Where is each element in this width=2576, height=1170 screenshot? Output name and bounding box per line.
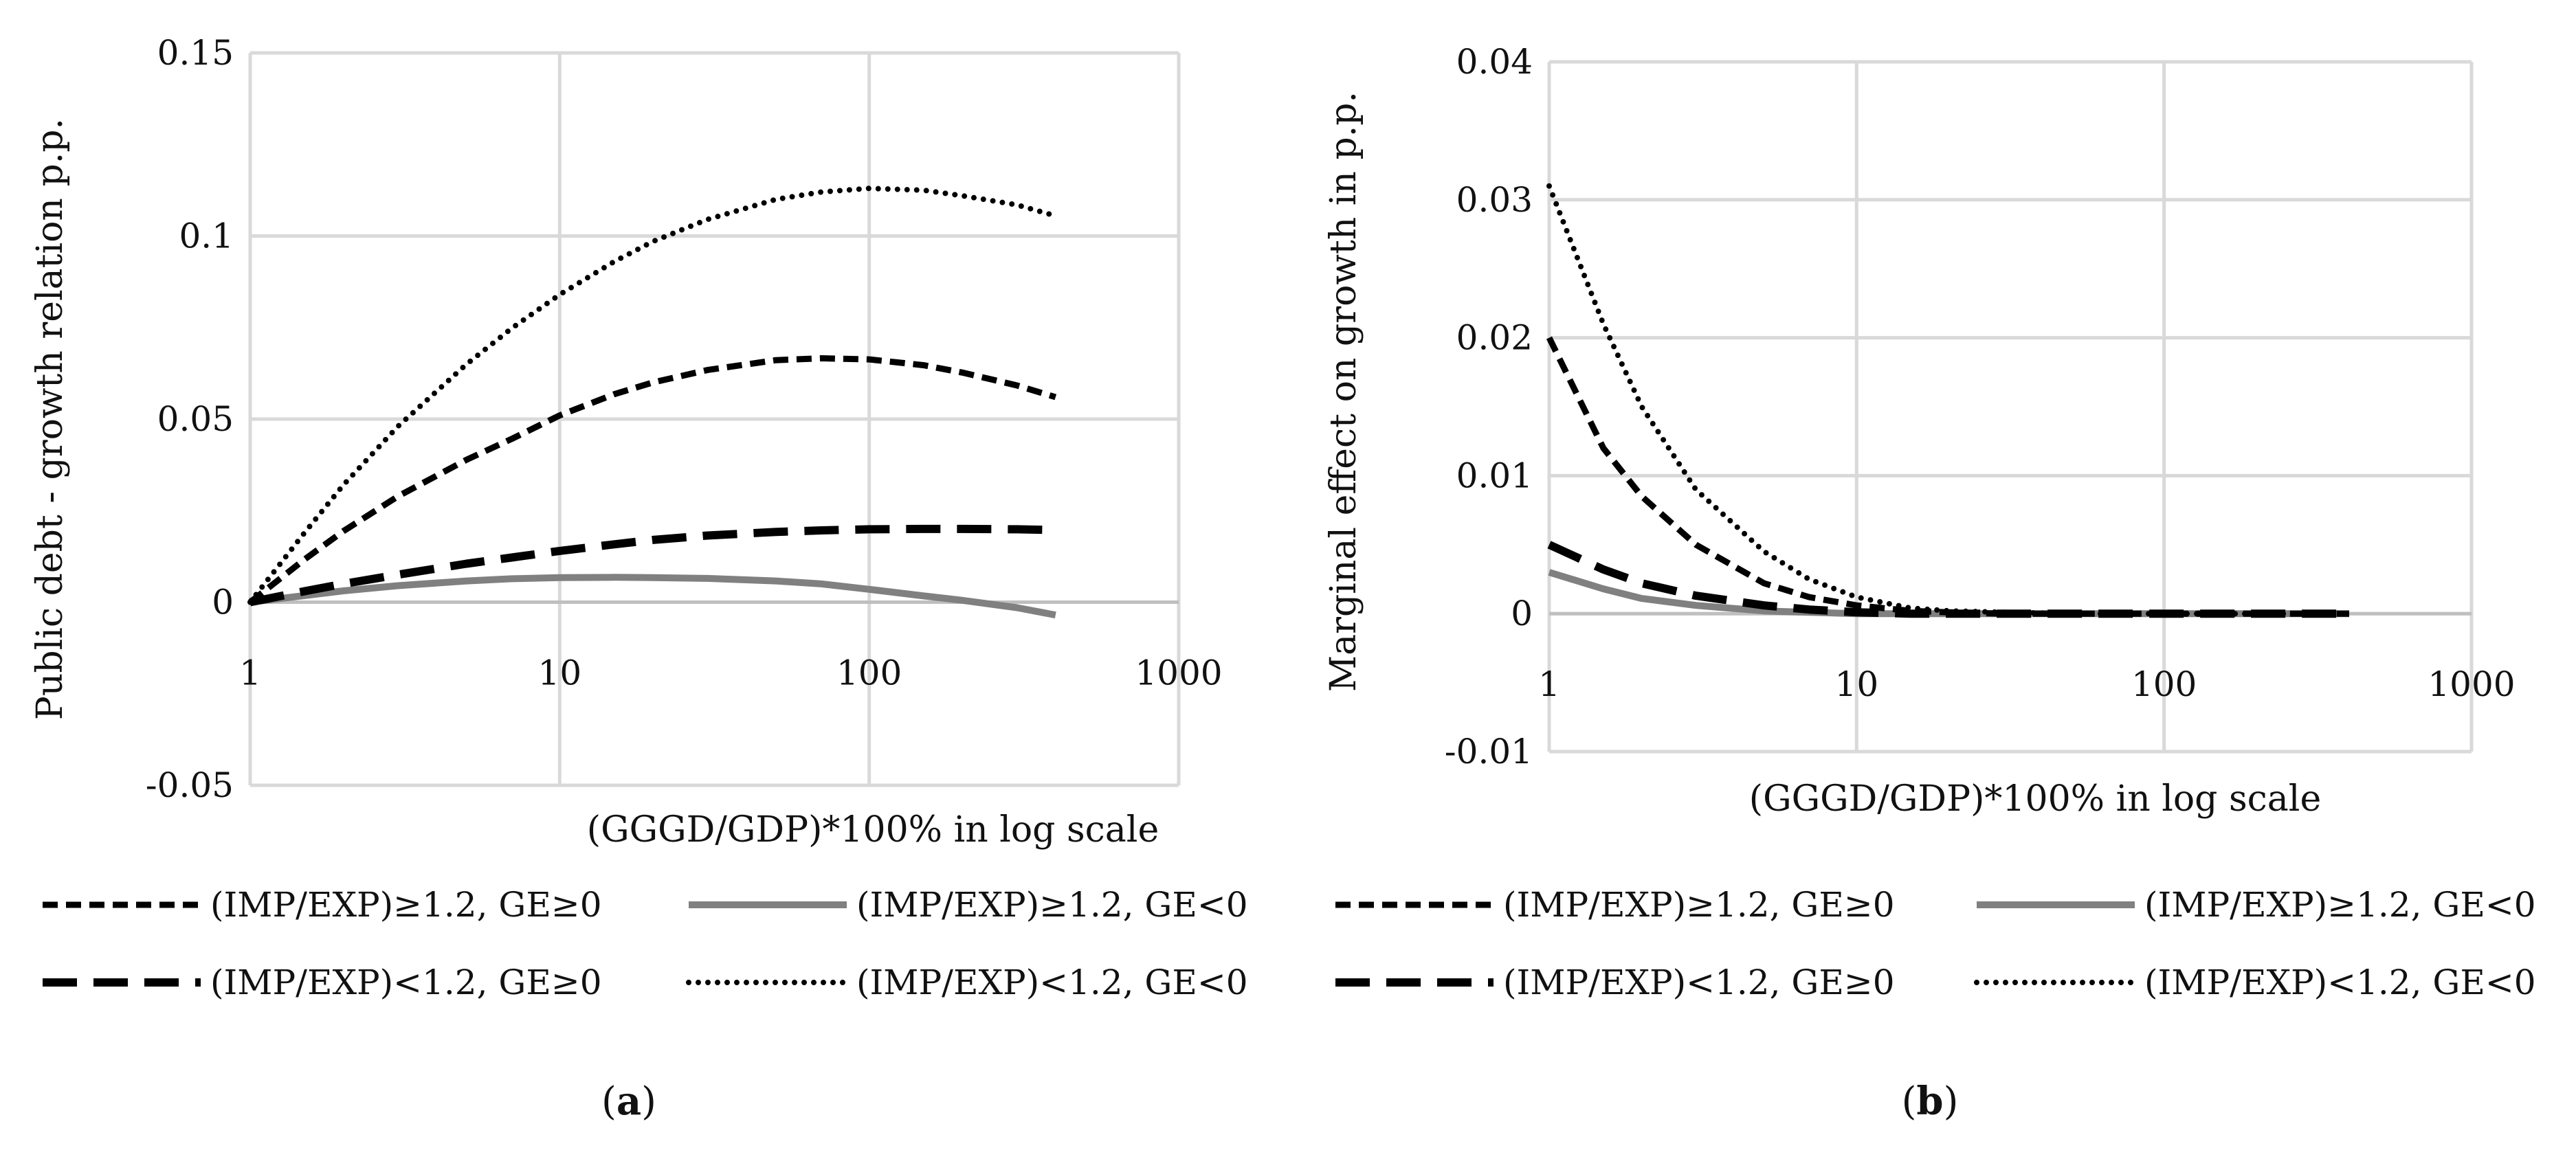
panel-caption-letter: a (617, 1079, 641, 1124)
chart-panel-b: -0.01 0 0.01 0.02 0.03 0.04 1 10 100 1000 Marginal… (1323, 42, 2536, 1124)
y-tick-label: 0.01 (1456, 455, 1533, 495)
grid (248, 51, 1181, 787)
x-tick-label: 1000 (1135, 653, 1222, 693)
panel-caption-letter: b (1916, 1079, 1943, 1124)
legend-label: (IMP/EXP)≥1.2, GE<0 (856, 885, 1248, 925)
y-tick-label: 0.04 (1456, 42, 1533, 82)
series-line-dotted (1546, 183, 2352, 617)
y-tick-label: -0.01 (1445, 732, 1533, 772)
x-tick-label: 10 (1835, 664, 1879, 704)
legend-label: (IMP/EXP)<1.2, GE<0 (856, 963, 1248, 1002)
x-tick-label: 100 (836, 653, 902, 693)
y-axis-title: Public debt - growth relation p.p. (30, 118, 71, 720)
series-line-solid (249, 574, 1056, 619)
legend-label: (IMP/EXP)<1.2, GE≥0 (210, 963, 602, 1002)
panel-caption: (b) (1902, 1079, 1959, 1124)
y-tick-label: 0.1 (179, 216, 234, 256)
series-line-short-dash (248, 355, 1057, 605)
legend-label: (IMP/EXP)≥1.2, GE<0 (2144, 885, 2536, 925)
x-tick-label: 1 (1538, 664, 1560, 704)
x-tick-label: 100 (2131, 664, 2197, 704)
series-line-long-dash (249, 524, 1056, 607)
y-tick-label: -0.05 (146, 765, 234, 805)
y-tick-label: 0 (1511, 594, 1533, 633)
legend-label: (IMP/EXP)≥1.2, GE≥0 (210, 885, 602, 925)
x-axis-title: (GGGD/GDP)*100% in log scale (587, 809, 1159, 851)
y-tick-label: 0 (212, 583, 234, 622)
legend: (IMP/EXP)≥1.2, GE≥0 (IMP/EXP)≥1.2, GE<0 (I… (1335, 885, 2536, 1002)
chart-panel-a: -0.05 0 0.05 0.1 0.15 1 10 100 1000 Public debt -… (30, 33, 1248, 1124)
x-tick-label: 10 (538, 653, 582, 693)
grid (1547, 60, 2474, 754)
series-line-short-dash (1546, 336, 2349, 617)
x-axis-title: (GGGD/GDP)*100% in log scale (1749, 778, 2321, 820)
y-tick-label: 0.03 (1456, 180, 1533, 220)
legend-label: (IMP/EXP)<1.2, GE<0 (2144, 963, 2536, 1002)
legend: (IMP/EXP)≥1.2, GE≥0 (IMP/EXP)≥1.2, GE<0 (I… (43, 885, 1248, 1002)
legend-label: (IMP/EXP)≥1.2, GE≥0 (1503, 885, 1895, 925)
y-axis-title: Marginal effect on growth in p.p. (1323, 91, 1364, 692)
legend-label: (IMP/EXP)<1.2, GE≥0 (1503, 963, 1895, 1002)
y-tick-label: 0.05 (157, 399, 234, 439)
x-tick-label: 1000 (2428, 664, 2515, 704)
series-line-dotted (247, 185, 1058, 605)
y-tick-label: 0.02 (1456, 318, 1533, 358)
x-tick-label: 1 (239, 653, 261, 693)
panel-caption: (a) (601, 1079, 656, 1124)
y-tick-label: 0.15 (157, 33, 234, 73)
